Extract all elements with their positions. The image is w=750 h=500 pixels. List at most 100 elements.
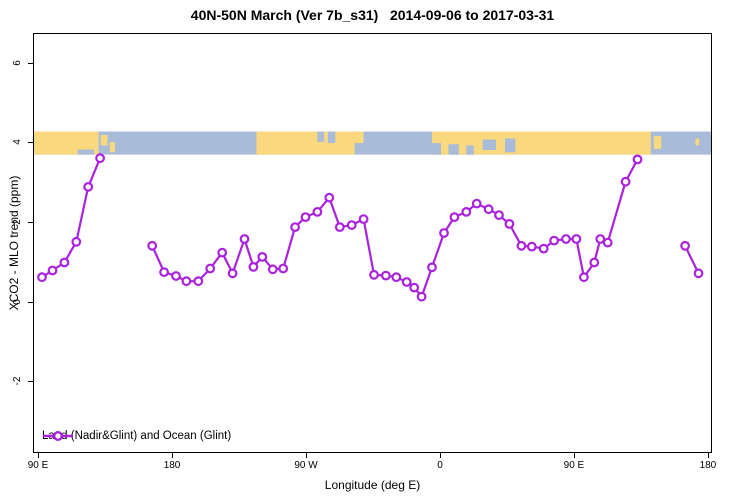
- map-band-land-segment: [695, 138, 700, 146]
- y-tick-mark: [28, 301, 33, 303]
- data-point: [632, 154, 643, 165]
- data-point: [461, 206, 472, 217]
- data-point: [620, 176, 631, 187]
- x-tick-mark: [573, 453, 575, 458]
- data-point: [334, 222, 345, 233]
- x-tick-label: 0: [437, 460, 443, 471]
- map-band-land-segment: [109, 141, 115, 153]
- legend-label: Land (Nadir&Glint) and Ocean (Glint): [42, 430, 232, 442]
- map-band-ocean-segment: [432, 143, 441, 155]
- x-tick-mark: [38, 453, 40, 458]
- data-point: [171, 271, 181, 281]
- y-tick-mark: [28, 222, 33, 224]
- data-point: [181, 276, 192, 287]
- plot-area: Land (Nadir&Glint) and Ocean (Glint): [33, 33, 712, 453]
- data-point: [409, 282, 420, 293]
- data-point: [526, 241, 537, 252]
- legend: Land (Nadir&Glint) and Ocean (Glint): [42, 430, 231, 442]
- data-point: [416, 291, 427, 302]
- y-tick-label: -2: [12, 376, 23, 386]
- data-point: [239, 234, 250, 244]
- data-point: [37, 272, 47, 283]
- data-point: [471, 198, 482, 209]
- map-band-ocean-segment: [482, 139, 497, 151]
- data-point: [147, 240, 158, 251]
- y-tick-label: 4: [12, 139, 23, 146]
- map-band-ocean-segment: [448, 144, 459, 155]
- x-tick-mark: [707, 453, 709, 458]
- data-point: [346, 220, 357, 231]
- data-point: [95, 153, 105, 164]
- data-point: [267, 264, 278, 275]
- y-tick-mark: [28, 142, 33, 144]
- data-point: [549, 235, 559, 246]
- data-point: [381, 270, 391, 281]
- data-point: [561, 234, 571, 244]
- map-band-land-segment: [100, 134, 108, 146]
- data-point: [595, 234, 606, 244]
- data-point: [324, 192, 335, 203]
- series-line: [41, 157, 102, 279]
- map-band-ocean-segment: [77, 149, 95, 155]
- x-tick-label: 180: [699, 460, 717, 471]
- data-point: [248, 261, 259, 272]
- data-point: [494, 210, 504, 221]
- data-point: [257, 251, 268, 262]
- data-point: [47, 265, 58, 276]
- data-point: [602, 237, 613, 248]
- data-point: [290, 222, 301, 233]
- data-point: [449, 212, 460, 223]
- series-line: [151, 158, 639, 298]
- y-tick-label: 2: [12, 219, 23, 225]
- data-point: [504, 218, 515, 229]
- data-point: [369, 269, 379, 280]
- data-point: [516, 240, 527, 251]
- data-point: [693, 268, 704, 279]
- data-point: [538, 243, 549, 254]
- y-tick-mark: [28, 62, 33, 64]
- data-point: [391, 272, 402, 283]
- chart-title: 40N-50N March (Ver 7b_s31) 2014-09-06 to…: [190, 7, 555, 23]
- map-band-land-segment: [653, 136, 662, 149]
- data-point: [205, 263, 216, 274]
- data-point: [227, 268, 238, 279]
- x-tick-label: 90 W: [294, 460, 318, 471]
- data-point: [59, 257, 70, 268]
- data-point: [427, 262, 437, 273]
- data-point: [358, 214, 369, 225]
- legend-point: [52, 431, 63, 441]
- data-point: [83, 181, 94, 192]
- legend-line-marker-icon: [43, 431, 73, 441]
- map-band-land-segment: [354, 131, 364, 144]
- x-tick-mark: [439, 453, 441, 458]
- x-tick-label: 180: [163, 460, 181, 471]
- data-point: [193, 276, 204, 287]
- x-tick-label: 90 E: [27, 460, 49, 471]
- map-band-ocean-segment: [317, 131, 325, 142]
- data-point: [589, 257, 600, 268]
- data-point: [300, 212, 311, 223]
- map-band-ocean-segment: [466, 145, 474, 155]
- data-point: [571, 234, 582, 244]
- y-tick-label: 6: [12, 60, 23, 66]
- map-band-land-segment: [256, 131, 355, 155]
- data-point: [439, 228, 449, 238]
- data-point: [71, 236, 82, 247]
- map-band-ocean-segment: [327, 131, 336, 144]
- map-band-land-segment: [34, 131, 99, 155]
- data-point: [401, 277, 412, 287]
- series-line: [684, 245, 700, 274]
- data-point: [579, 272, 589, 283]
- data-point: [483, 204, 494, 215]
- map-band-ocean-segment: [504, 138, 516, 153]
- x-axis-label: Longitude (deg E): [324, 478, 421, 492]
- data-point: [159, 267, 170, 278]
- data-point: [278, 263, 289, 274]
- data-point: [217, 247, 228, 258]
- map-band-land-segment: [432, 131, 651, 155]
- x-tick-mark: [306, 453, 307, 458]
- data-point: [312, 206, 323, 217]
- y-tick-mark: [28, 381, 33, 383]
- x-tick-label: 90 E: [563, 460, 585, 471]
